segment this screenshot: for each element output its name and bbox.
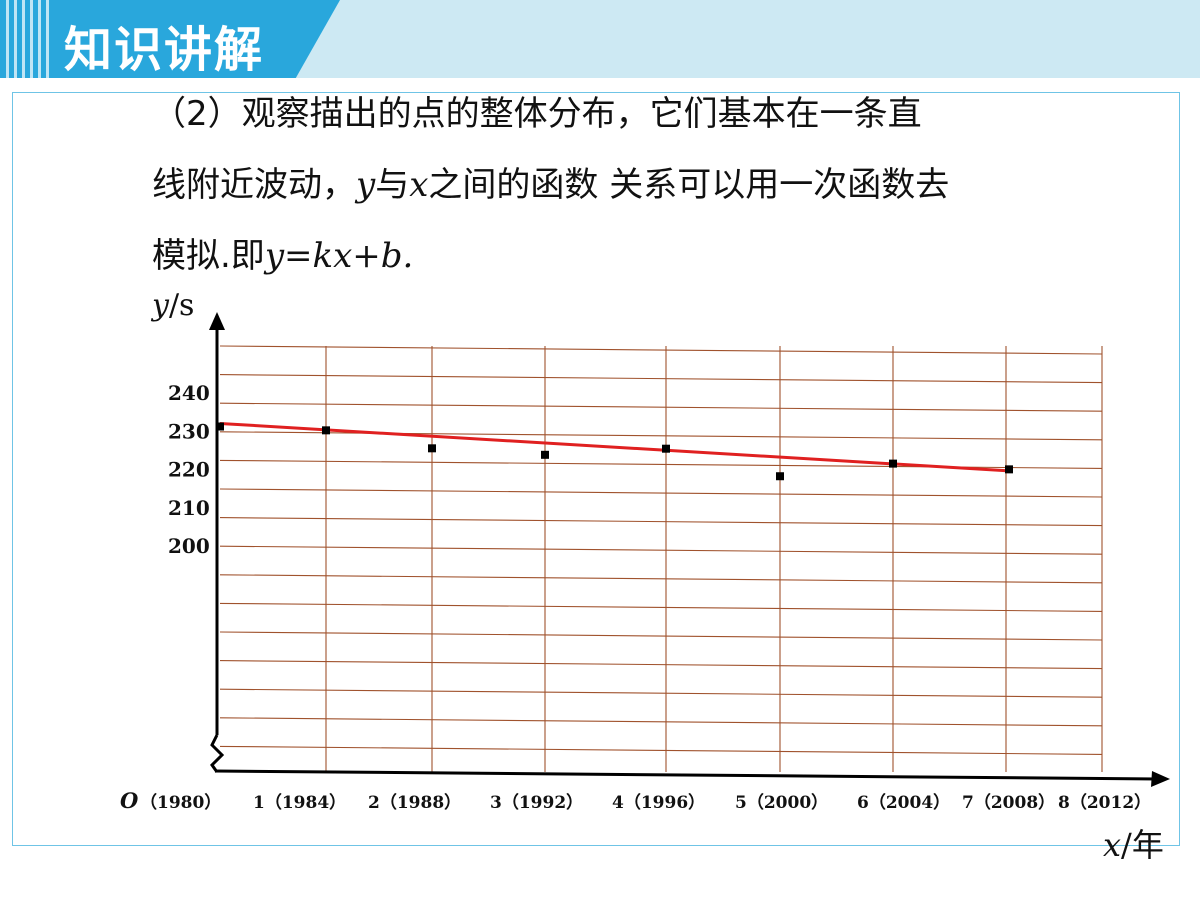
- grid-line-horizontal: [219, 631, 1103, 641]
- y-tick-label: 200: [168, 534, 210, 558]
- trend-line: [219, 421, 1010, 473]
- data-point: [889, 459, 897, 468]
- grid-line-horizontal: [219, 517, 1103, 527]
- x-tick-label: 7（2008）: [962, 792, 1055, 813]
- data-point: [428, 444, 436, 453]
- grid-line-horizontal: [219, 660, 1103, 670]
- line2-text-c: 之间的函数 关系可以用一次函数去: [428, 165, 950, 205]
- paragraph-line-1: （2）观察描出的点的整体分布，它们基本在一条直: [152, 94, 922, 134]
- data-point: [541, 450, 549, 459]
- grid-line-horizontal: [219, 574, 1103, 584]
- line3-text-a: 模拟.即: [152, 236, 265, 276]
- grid-line-horizontal: [219, 345, 1103, 355]
- header-stripes: [6, 0, 49, 78]
- header-tab: [0, 0, 340, 78]
- content-frame: [12, 92, 1180, 846]
- x-tick-label: 4（1996）: [612, 792, 705, 813]
- paragraph-line-2: 线附近波动，y与x之间的函数 关系可以用一次函数去: [152, 157, 949, 206]
- origin-label: O: [120, 788, 139, 813]
- x-tick-label: 8（2012）: [1058, 792, 1151, 813]
- grid-line-horizontal: [219, 488, 1103, 498]
- x-axis-label: x/年: [1103, 826, 1164, 864]
- x-tick-label: 2（1988）: [368, 792, 461, 813]
- y-axis-break: [210, 734, 225, 773]
- data-point: [1005, 465, 1013, 474]
- grid-line-horizontal: [219, 717, 1103, 727]
- grid-line-horizontal: [219, 402, 1103, 412]
- y-tick-label: 230: [168, 419, 210, 443]
- y-tick-label: 220: [168, 458, 210, 482]
- x-tick-label: （1980）: [140, 792, 221, 813]
- paragraph-line-3: 模拟.即y=kx+b.: [152, 228, 413, 277]
- page-title: 知识讲解: [64, 22, 265, 78]
- y-axis-arrow: [209, 312, 225, 330]
- y-tick-label: 240: [168, 381, 210, 405]
- var-y: y: [356, 165, 376, 205]
- grid-line-horizontal: [219, 545, 1103, 555]
- x-tick-label: 6（2004）: [857, 792, 950, 813]
- line2-text-b: 与: [375, 165, 410, 205]
- grid-line-horizontal: [219, 745, 1103, 755]
- data-point: [216, 422, 224, 431]
- y-axis-label: y/s: [150, 288, 194, 323]
- grid-line-horizontal: [219, 602, 1103, 612]
- grid-line-horizontal: [219, 688, 1103, 698]
- x-axis-arrow: [1151, 771, 1170, 787]
- grid-line-horizontal: [219, 374, 1103, 384]
- x-tick-label: 3（1992）: [490, 792, 583, 813]
- x-axis: [214, 769, 1159, 781]
- x-tick-label: 5（2000）: [735, 792, 828, 813]
- data-point: [322, 426, 330, 435]
- grid-line-horizontal: [219, 431, 1103, 441]
- line2-text-a: 线附近波动，: [152, 165, 356, 205]
- y-tick-label: 210: [168, 496, 210, 520]
- linear-equation: y=kx+b.: [264, 236, 414, 276]
- data-point: [776, 472, 784, 481]
- var-x: x: [409, 165, 429, 205]
- x-tick-label: 1（1984）: [253, 792, 346, 813]
- data-point: [662, 444, 670, 453]
